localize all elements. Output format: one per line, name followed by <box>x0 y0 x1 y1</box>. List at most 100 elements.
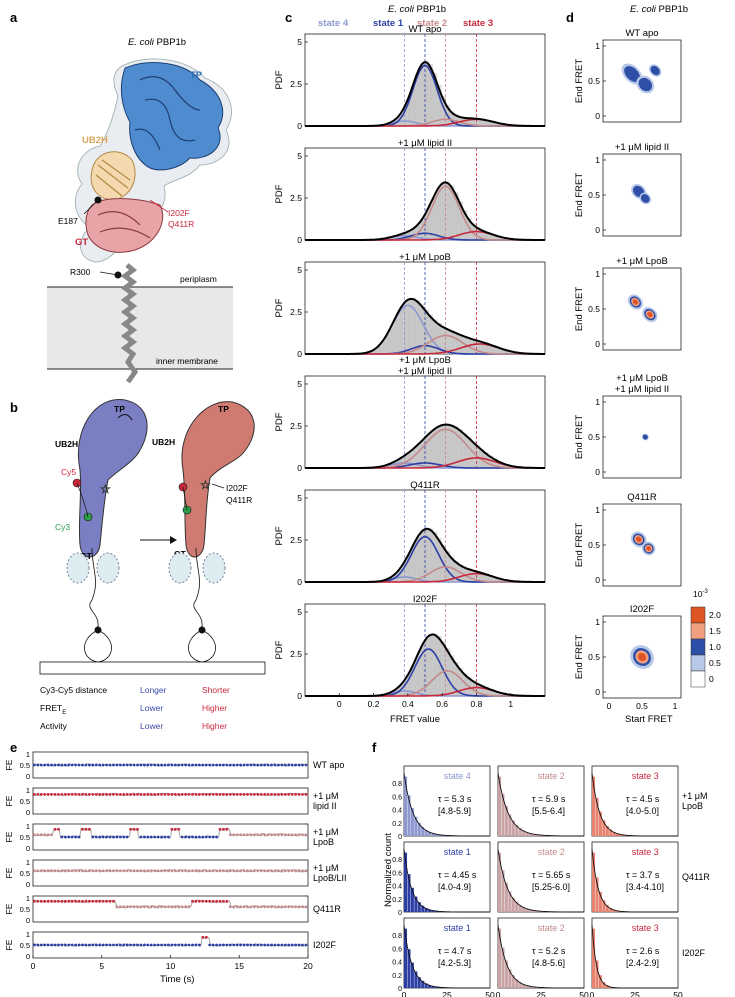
state-dot <box>294 763 298 767</box>
state3-header: state 3 <box>463 18 493 29</box>
state-dot <box>197 943 201 947</box>
state-dot <box>125 943 129 947</box>
dwell-tau: τ = 4.45 s <box>438 870 477 880</box>
state-dot <box>115 793 119 796</box>
dwell-bar <box>511 975 515 988</box>
y-tick-label: 2.5 <box>290 649 302 659</box>
b-gt-left: GT <box>80 551 93 561</box>
state-dot <box>146 835 150 839</box>
y-tick-label: 0 <box>26 844 30 853</box>
panel-b-letter: b <box>10 400 18 415</box>
histogram-bar <box>450 424 455 468</box>
state-dot <box>280 763 284 767</box>
row-distance-label: Cy3-Cy5 distance <box>40 685 107 695</box>
histogram-bar <box>412 666 416 696</box>
state-dot <box>167 869 170 873</box>
dwell-bar <box>595 960 599 988</box>
state-dot <box>105 899 108 903</box>
c-xlabel: FRET value <box>390 714 440 725</box>
panel-c-letter: c <box>285 10 292 25</box>
state-dot <box>280 943 284 947</box>
tdp-panel-4: Q411R 0 0.5 1 End FRET <box>574 492 682 587</box>
exp-fit <box>403 773 490 837</box>
state-dot <box>283 763 287 767</box>
histogram-bar <box>489 575 494 582</box>
state-dot <box>60 793 64 796</box>
state-dot <box>235 943 239 947</box>
state-dot <box>53 899 57 903</box>
state-dot <box>46 869 50 873</box>
dwell-bar <box>508 891 512 912</box>
state-dot <box>287 833 291 837</box>
histogram-bar <box>437 426 442 468</box>
histogram-bar <box>420 531 425 582</box>
state-dot <box>263 763 267 767</box>
state-dot <box>46 793 50 796</box>
dwell-bar <box>498 852 502 912</box>
state-dot <box>270 763 273 767</box>
dwell-bar <box>417 902 421 912</box>
histogram-bar <box>429 634 434 696</box>
dwell-bar <box>609 908 613 912</box>
histogram-bar <box>455 662 459 696</box>
state-dot <box>32 833 36 837</box>
state-dot <box>208 943 212 947</box>
y-tick-label: 1 <box>26 822 30 831</box>
state-dot <box>239 763 243 767</box>
state-dot <box>142 793 146 796</box>
x-tick-label: 0 <box>402 990 407 997</box>
state-dot <box>36 793 40 796</box>
state-dot <box>263 793 267 796</box>
dwell-state-label: state 2 <box>538 771 565 781</box>
state-dot <box>184 869 188 873</box>
histogram-bar <box>446 181 451 240</box>
state-dot <box>270 833 273 837</box>
dwell-bar <box>605 825 609 836</box>
state-dot <box>39 943 43 947</box>
state-dot <box>180 835 184 839</box>
state-dot <box>177 905 181 909</box>
lipid-pocket-right-a <box>168 552 192 584</box>
state-dot <box>67 835 71 839</box>
state-dot <box>94 943 98 947</box>
x-tick-label: 0 <box>607 701 612 711</box>
dwell-bar <box>414 816 418 836</box>
y-axis-label: FE <box>4 867 14 878</box>
dwell-bar <box>404 928 408 988</box>
histogram-bar <box>407 674 412 696</box>
state-dot <box>156 835 160 839</box>
state-dot <box>81 899 84 903</box>
sum-curve <box>305 527 545 583</box>
dwell-bar <box>421 826 425 836</box>
dwell-bar <box>612 909 616 912</box>
state-dot <box>57 763 60 767</box>
histogram-bar <box>429 63 434 126</box>
dwell-ci: [5.25-6.0] <box>532 882 570 892</box>
state-dot <box>204 869 208 873</box>
dwell-tau: τ = 5.9 s <box>532 794 566 804</box>
y-tick-label: 1 <box>595 617 600 627</box>
trace-0: 0 0.5 1 FE WT apo <box>4 750 344 781</box>
state-dot <box>252 943 256 947</box>
x-tick-label: 0.4 <box>402 699 414 709</box>
y-tick-label: 0.5 <box>20 797 30 806</box>
state-dot <box>280 793 284 796</box>
state-dot <box>228 833 232 837</box>
state-dot <box>249 943 253 947</box>
state-dot <box>252 905 256 909</box>
state-dot <box>194 899 198 903</box>
histogram-bar <box>497 578 502 582</box>
condition-label: +1 μM lipid II <box>615 142 669 153</box>
state-dot <box>63 943 67 947</box>
state-dot <box>270 869 273 873</box>
state-dot <box>249 905 253 909</box>
state-dot <box>53 943 57 947</box>
state-dot <box>208 763 212 767</box>
state-dot <box>197 835 201 839</box>
state-dot <box>197 899 201 903</box>
panel-c-title: E. coli PBP1b <box>388 4 446 15</box>
y-axis-label: PDF <box>274 298 285 317</box>
state-dot <box>301 833 304 837</box>
lipid-pocket-left-a <box>66 552 90 584</box>
tdp-panel-5: I202F 0 0.5 1 End FRET 0 0.5 1 <box>574 604 682 711</box>
